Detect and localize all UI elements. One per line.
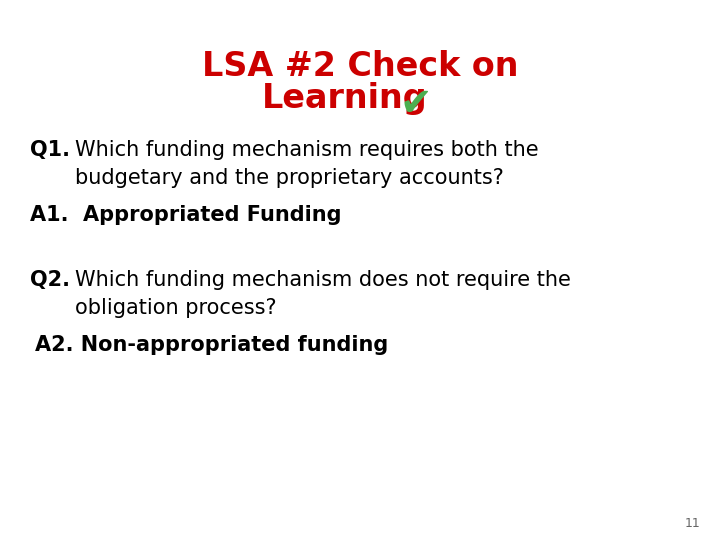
Text: Learning: Learning — [262, 82, 428, 115]
Text: A2. Non-appropriated funding: A2. Non-appropriated funding — [35, 335, 388, 355]
Text: Q2.: Q2. — [30, 270, 70, 290]
Text: ✔: ✔ — [400, 85, 433, 123]
Text: Which funding mechanism requires both the
budgetary and the proprietary accounts: Which funding mechanism requires both th… — [75, 140, 539, 188]
Text: Which funding mechanism does not require the
obligation process?: Which funding mechanism does not require… — [75, 270, 571, 318]
Text: A1.  Appropriated Funding: A1. Appropriated Funding — [30, 205, 341, 225]
Text: 11: 11 — [684, 517, 700, 530]
Text: Q1.: Q1. — [30, 140, 70, 160]
Text: LSA #2 Check on: LSA #2 Check on — [202, 50, 518, 83]
